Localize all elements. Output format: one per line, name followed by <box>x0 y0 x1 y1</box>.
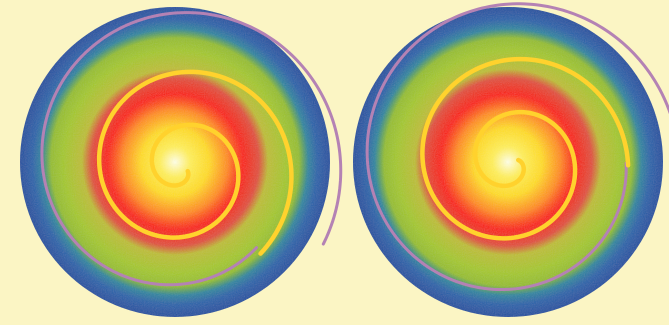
left-spiral-outer-purple <box>40 11 343 287</box>
right-spiral-inner-yellow <box>420 56 631 241</box>
right-spiral-outer-purple <box>365 2 669 292</box>
left-disc <box>20 7 343 317</box>
left-disc-gradient <box>20 7 330 317</box>
right-disc-gradient <box>353 7 663 317</box>
right-disc <box>353 2 669 317</box>
left-spiral-inner-yellow <box>96 69 294 256</box>
